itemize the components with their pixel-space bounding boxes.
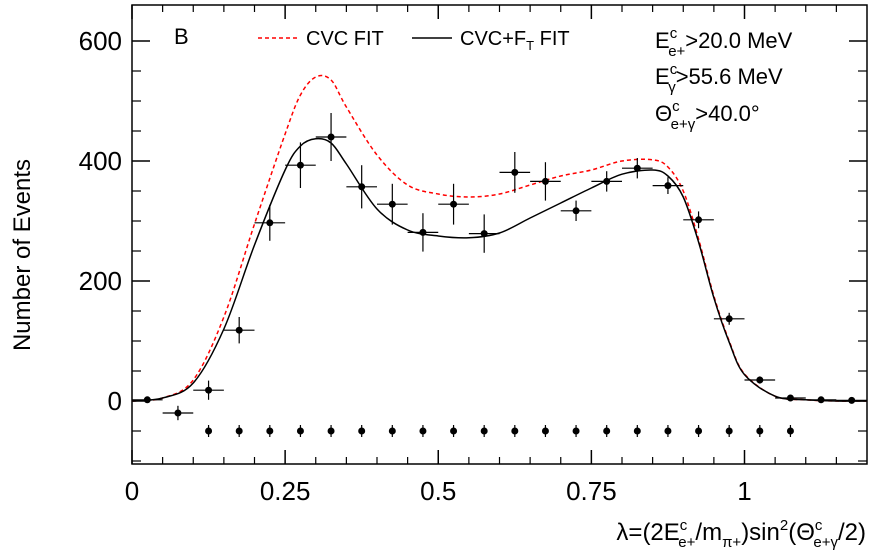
residual-point [786,427,794,435]
data-point [664,182,672,190]
data-point [572,207,580,215]
data-point [480,230,488,238]
data-point [358,183,366,191]
residual-point [419,427,427,435]
x-tick-label: 1 [737,476,751,506]
data-point [695,216,703,224]
residual-point [756,427,764,435]
data-point [541,177,549,185]
cvc-ft-fit-curve [131,137,868,402]
data-point [725,315,733,323]
cvc-fit-curve [131,74,868,402]
residual-point [205,427,213,435]
y-tick-label: 600 [79,26,122,56]
data-point [450,200,458,208]
x-tick-label: 0.25 [260,476,311,506]
residual-point [603,427,611,435]
residual-point [633,427,641,435]
data-point [633,164,641,172]
data-point [817,396,825,404]
legend-label-cvcft: CVC+FT FIT [460,28,570,53]
data-point [266,219,274,227]
data-point [174,409,182,417]
data-point [296,161,304,169]
annotation-theta: Θc e+γ>40.0° [655,98,760,133]
legend-label-cvc: CVC FIT [306,28,384,50]
residual-point [480,427,488,435]
annotation-e-positron: Ec e+>20.0 MeV [655,25,793,60]
data-point [235,326,243,334]
residual-point [450,427,458,435]
residual-point [725,427,733,435]
residual-point [296,427,304,435]
residual-point [358,427,366,435]
residual-point [266,427,274,435]
residual-point [695,427,703,435]
y-tick-label: 400 [79,146,122,176]
y-tick-label: 200 [79,266,122,296]
x-tick-label: 0 [125,476,139,506]
residual-point [235,427,243,435]
residual-point [388,427,396,435]
data-point [511,168,519,176]
x-tick-label: 0.5 [420,476,456,506]
residual-point [572,427,580,435]
panel-label: B [174,24,189,49]
data-point [603,177,611,185]
annotation-e-gamma: Ec γ>55.6 MeV [655,61,783,96]
residual-point [664,427,672,435]
y-axis-label: Number of Events [9,159,36,351]
legend: CVC FIT CVC+FT FIT [258,28,570,53]
residual-point [327,427,335,435]
residual-point [511,427,519,435]
x-axis-label: λ=(2Ec e+/mπ+)sin2(Θc e+γ/2) [616,517,866,550]
data-point [419,228,427,236]
data-point [756,376,764,384]
residual-point [541,427,549,435]
y-tick-label: 0 [108,386,122,416]
data-point [205,386,213,394]
data-point [786,394,794,402]
data-point [143,396,151,404]
x-tick-label: 0.75 [566,476,617,506]
data-point [327,133,335,141]
data-point [388,200,396,208]
